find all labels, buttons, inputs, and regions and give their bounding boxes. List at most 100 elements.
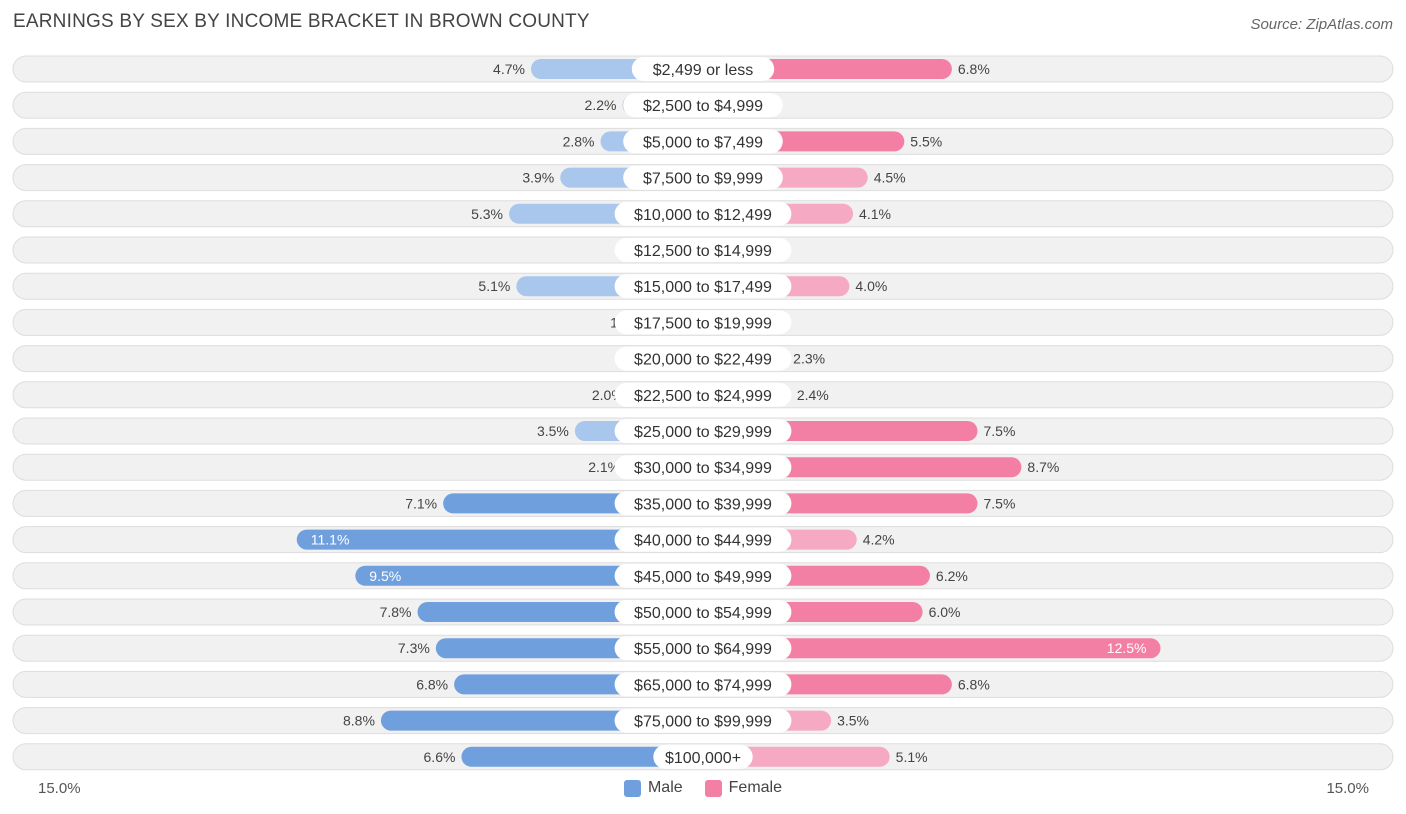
chart-row: 6.6% 5.1% $100,000+ xyxy=(12,743,1394,771)
chart-canvas: 4.7% 6.8% $2,499 or less 2.2%0.49%$2,500 to… xyxy=(12,55,1394,771)
chart-row: 7.1% 7.5% $35,000 to $39,999 xyxy=(12,489,1394,517)
category-label: $25,000 to $29,999 xyxy=(634,424,772,441)
chart-row: 11.1% 4.2% $40,000 to $44,999 xyxy=(12,526,1394,554)
chart-row: 1.3%2.3%$20,000 to $22,499 xyxy=(12,345,1394,373)
category-label-background xyxy=(614,382,792,407)
chart-title: EARNINGS BY SEX BY INCOME BRACKET IN BRO… xyxy=(13,11,590,32)
male-value-label: 5.3% xyxy=(471,206,503,222)
female-value-label: 7.5% xyxy=(984,495,1016,511)
male-value-label: 6.6% xyxy=(424,749,456,765)
category-label-background xyxy=(631,57,775,81)
female-value-label: 4.2% xyxy=(863,532,895,548)
male-value-label: 3.9% xyxy=(522,170,554,186)
source-label: Source: ZipAtlas.com xyxy=(1250,16,1393,33)
legend-item-male[interactable]: Male xyxy=(623,779,683,797)
female-value-label: 7.5% xyxy=(984,423,1016,439)
category-label-background xyxy=(614,636,792,661)
chart-row: 2.2%0.49%$2,500 to $4,999 xyxy=(12,91,1394,119)
female-value-label: 6.8% xyxy=(958,676,990,692)
category-label-background xyxy=(614,419,792,443)
category-label: $2,500 to $4,999 xyxy=(643,98,763,115)
legend-label-female: Female xyxy=(728,779,783,796)
category-label: $40,000 to $44,999 xyxy=(634,533,772,550)
category-label-background xyxy=(614,600,792,624)
male-value-label: 3.5% xyxy=(537,423,569,439)
female-value-label: 6.8% xyxy=(958,61,990,77)
category-label: $35,000 to $39,999 xyxy=(634,496,772,513)
category-label: $22,500 to $24,999 xyxy=(634,388,772,405)
legend: Male Female xyxy=(0,779,1406,797)
chart-row: 1.5%0.82%$17,500 to $19,999 xyxy=(12,308,1394,336)
category-label-background xyxy=(614,672,792,697)
chart-row: 0.88%0.99%$12,500 to $14,999 xyxy=(12,236,1394,264)
category-label-background xyxy=(653,744,753,769)
category-label: $7,500 to $9,999 xyxy=(643,171,763,188)
male-bar xyxy=(296,529,703,550)
legend-swatch-male xyxy=(623,779,641,797)
legend-item-female[interactable]: Female xyxy=(704,779,783,797)
category-label: $12,500 to $14,999 xyxy=(634,243,772,260)
category-label-background xyxy=(623,93,783,118)
female-value-label: 5.1% xyxy=(896,749,928,765)
axis-left-label: 15.0% xyxy=(38,780,81,797)
chart-row: 5.3% 4.1% $10,000 to $12,499 xyxy=(12,200,1394,228)
category-label: $65,000 to $74,999 xyxy=(634,677,772,694)
category-label: $10,000 to $12,499 xyxy=(634,207,772,224)
legend-swatch-female xyxy=(704,779,722,797)
female-value-label: 6.0% xyxy=(929,604,961,620)
category-label: $20,000 to $22,499 xyxy=(634,352,772,369)
male-value-label: 11.1% xyxy=(311,532,350,548)
chart-row: 4.7% 6.8% $2,499 or less xyxy=(12,55,1394,83)
female-value-label: 12.5% xyxy=(1107,640,1147,656)
category-label: $30,000 to $34,999 xyxy=(634,460,772,477)
category-label-background xyxy=(614,455,792,480)
male-value-label: 2.2% xyxy=(585,97,617,113)
chart-row: 2.1% 8.7% $30,000 to $34,999 xyxy=(12,453,1394,481)
male-value-label: 4.7% xyxy=(493,61,525,77)
female-value-label: 2.3% xyxy=(793,351,825,367)
chart-row: 9.5% 6.2% $45,000 to $49,999 xyxy=(12,562,1394,590)
male-value-label: 7.3% xyxy=(398,640,430,656)
category-label-background xyxy=(614,708,792,733)
male-value-label: 7.1% xyxy=(405,495,437,511)
chart-row: 8.8% 3.5% $75,000 to $99,999 xyxy=(12,707,1394,735)
category-label-background xyxy=(623,129,783,154)
chart-row: 7.3% 12.5% $55,000 to $64,999 xyxy=(12,634,1394,662)
male-bar xyxy=(461,746,703,767)
category-label: $55,000 to $64,999 xyxy=(634,641,772,658)
category-label: $45,000 to $49,999 xyxy=(634,569,772,586)
axis-right-label: 15.0% xyxy=(1326,780,1369,797)
male-value-label: 5.1% xyxy=(478,278,510,294)
female-value-label: 4.0% xyxy=(855,278,887,294)
chart-row: 5.1% 4.0% $15,000 to $17,499 xyxy=(12,272,1394,300)
category-label: $15,000 to $17,499 xyxy=(634,279,772,296)
category-label-background xyxy=(614,527,792,552)
female-value-label: 4.5% xyxy=(874,170,906,186)
chart-row: 3.5% 7.5% $25,000 to $29,999 xyxy=(12,417,1394,445)
chart-row: 6.8% 6.8% $65,000 to $74,999 xyxy=(12,670,1394,698)
male-value-label: 6.8% xyxy=(416,676,448,692)
chart-row: 3.9% 4.5% $7,500 to $9,999 xyxy=(12,164,1394,192)
male-value-label: 9.5% xyxy=(369,568,401,584)
category-label: $75,000 to $99,999 xyxy=(634,714,772,731)
category-label-background xyxy=(614,310,792,335)
female-value-label: 6.2% xyxy=(936,568,968,584)
female-value-label: 2.4% xyxy=(797,387,829,403)
category-label: $2,499 or less xyxy=(653,62,754,79)
female-value-label: 3.5% xyxy=(837,713,869,729)
category-label: $17,500 to $19,999 xyxy=(634,315,772,332)
category-label: $50,000 to $54,999 xyxy=(634,605,772,622)
category-label-background xyxy=(623,165,783,190)
male-value-label: 2.1% xyxy=(588,459,620,475)
category-label-background xyxy=(614,491,792,516)
category-label-background xyxy=(614,201,792,226)
category-label-background xyxy=(614,563,792,588)
category-label-background xyxy=(614,346,792,371)
female-value-label: 8.7% xyxy=(1027,459,1059,475)
male-value-label: 2.8% xyxy=(563,133,595,149)
female-bar xyxy=(703,638,1161,659)
category-label-background xyxy=(614,274,792,299)
chart-row: 2.0% 2.4%$22,500 to $24,999 xyxy=(12,381,1394,409)
female-value-label: 4.1% xyxy=(859,206,891,222)
category-label: $5,000 to $7,499 xyxy=(643,134,763,151)
